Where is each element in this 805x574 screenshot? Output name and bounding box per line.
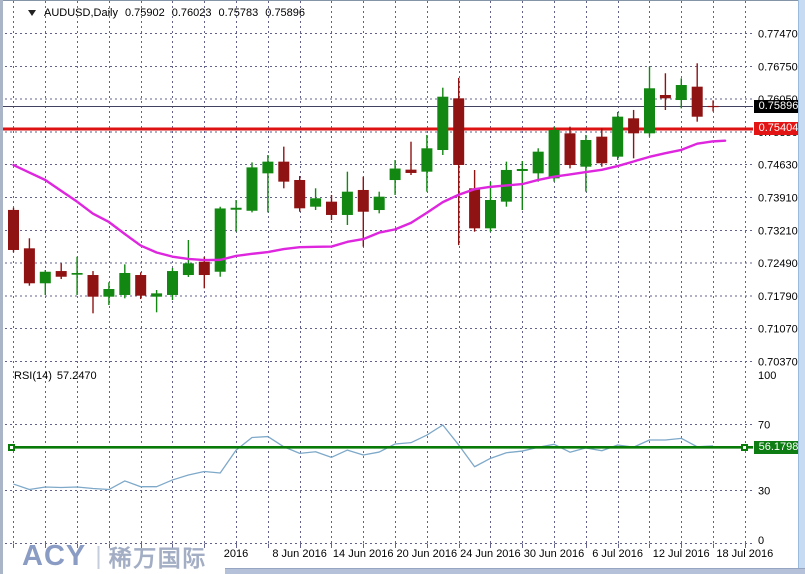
svg-text:12 Jul 2016: 12 Jul 2016 <box>653 548 710 560</box>
svg-text:0.71070: 0.71070 <box>758 324 798 336</box>
svg-text:0.76750: 0.76750 <box>758 61 798 73</box>
window-scrollbar-right[interactable] <box>798 0 805 568</box>
svg-text:20 Jun 2016: 20 Jun 2016 <box>397 548 458 560</box>
chart-title: AUDUSD,Daily 0.75902 0.76023 0.75783 0.7… <box>28 7 312 19</box>
svg-text:0.74630: 0.74630 <box>758 160 798 172</box>
svg-text:6 Jul 2016: 6 Jul 2016 <box>592 548 643 560</box>
logo-chinese-name: 稀万国际 <box>108 545 207 571</box>
ohlc-low: 0.75783 <box>218 7 259 19</box>
hline-marker-left[interactable] <box>8 443 15 451</box>
indicator-value: 57.2470 <box>56 370 97 382</box>
red-level-tag: 0.75404 <box>754 122 803 136</box>
svg-text:30 Jun 2016: 30 Jun 2016 <box>524 548 585 560</box>
svg-text:18 Jul 2016: 18 Jul 2016 <box>716 548 773 560</box>
svg-text:0: 0 <box>758 535 764 547</box>
symbol-period: AUDUSD,Daily <box>44 7 118 19</box>
svg-text:8 Jun 2016: 8 Jun 2016 <box>272 548 326 560</box>
ohlc-high: 0.76023 <box>171 7 212 19</box>
ohlc-open: 0.75902 <box>124 7 165 19</box>
current-price-tag: 0.75896 <box>754 99 803 113</box>
logo-separator: | <box>95 541 102 570</box>
collapse-triangle-icon[interactable] <box>28 10 36 16</box>
ohlc-close: 0.75896 <box>265 7 306 19</box>
rsi-level-tag: 56.1798 <box>754 440 803 454</box>
svg-text:0.73910: 0.73910 <box>758 193 798 205</box>
svg-text:2016: 2016 <box>224 548 248 560</box>
svg-text:24 Jun 2016: 24 Jun 2016 <box>460 548 521 560</box>
svg-text:70: 70 <box>758 420 770 432</box>
svg-text:0.73210: 0.73210 <box>758 225 798 237</box>
window-border-left <box>0 0 3 574</box>
hline-marker-right[interactable] <box>741 443 748 451</box>
svg-text:100: 100 <box>758 370 776 382</box>
window-border-bottom <box>225 568 805 574</box>
broker-logo: ACY | 稀万国际 <box>22 539 207 572</box>
logo-acy: ACY <box>22 539 87 572</box>
svg-text:0.72490: 0.72490 <box>758 258 798 270</box>
indicator-label: RSI(14) 57.2470 <box>14 370 102 382</box>
svg-text:0.77470: 0.77470 <box>758 29 798 41</box>
svg-text:0.71790: 0.71790 <box>758 291 798 303</box>
svg-text:0.70370: 0.70370 <box>758 357 798 369</box>
window-border-top <box>0 0 805 1</box>
indicator-name: RSI(14) <box>14 370 52 382</box>
svg-text:30: 30 <box>758 486 770 498</box>
svg-text:14 Jun 2016: 14 Jun 2016 <box>333 548 394 560</box>
